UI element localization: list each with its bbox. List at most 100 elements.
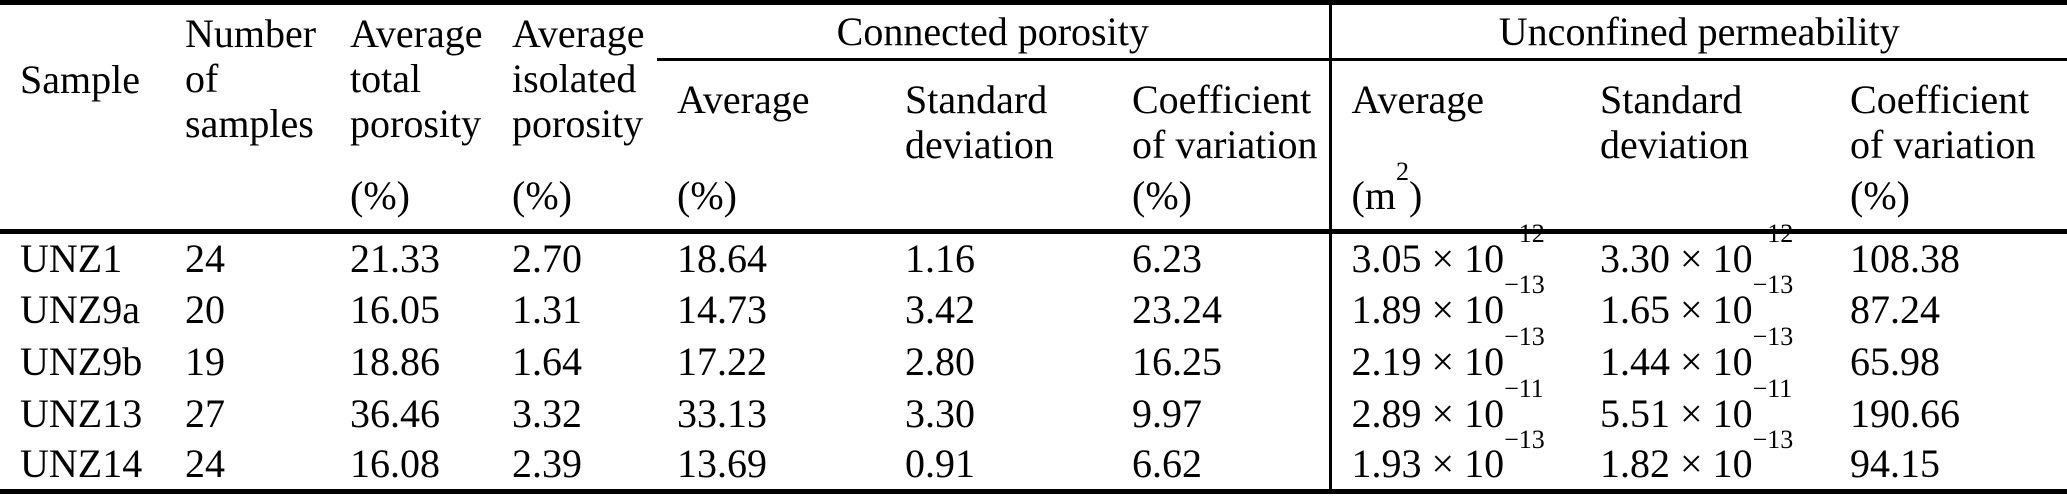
sci-base: 2.19 × 10 <box>1351 338 1505 384</box>
sci-base: 1.44 × 10 <box>1600 338 1753 384</box>
unit-up-coeff-var: (%) <box>1830 167 2067 234</box>
cell-up-average: 1.89 × 10−13 <box>1328 272 1581 335</box>
cell-num-samples: 27 <box>185 390 225 436</box>
table-row: UNZ9a 20 16.05 1.31 14.73 3.42 23.24 1.8… <box>0 272 2067 335</box>
col-header-cp-average: Average <box>677 77 810 122</box>
table-row: UNZ13 27 36.46 3.32 33.13 3.30 9.97 2.89… <box>0 376 2067 439</box>
cell-num-samples: 20 <box>185 286 225 332</box>
cell-cp-average: 18.64 <box>677 235 767 281</box>
cell-sample: UNZ9b <box>20 338 143 384</box>
cell-cp-std-dev: 3.42 <box>905 286 975 332</box>
sci-exponent: −13 <box>1504 424 1545 454</box>
cell-num-samples: 24 <box>185 441 225 487</box>
group-header-connected-porosity: Connected porosity <box>657 2 1331 61</box>
sub-header-row: Average Standard deviation Coefficient o… <box>0 59 2067 167</box>
cell-cp-average: 14.73 <box>677 286 767 332</box>
cell-cp-std-dev: 3.30 <box>905 390 975 436</box>
sci-base: 1.65 × 10 <box>1600 286 1753 332</box>
sci-base: 1.89 × 10 <box>1351 286 1505 332</box>
sci-exponent: −12 <box>1504 219 1545 249</box>
cell-up-average: 3.05 × 10−12 <box>1328 221 1581 283</box>
sci-exponent: −11 <box>1752 374 1793 404</box>
sci-base: 5.51 × 10 <box>1600 390 1753 436</box>
unit-avg-total-porosity: (%) <box>330 167 492 234</box>
cell-avg-total-porosity: 36.46 <box>350 390 440 436</box>
sci-exponent: −13 <box>1752 322 1794 352</box>
sci-base: 1.82 × 10 <box>1600 441 1753 487</box>
table-row: UNZ1 24 21.33 2.70 18.64 1.16 6.23 3.05 … <box>0 221 2067 283</box>
cell-cp-coeff-var: 6.62 <box>1132 441 1202 487</box>
cell-cp-average: 17.22 <box>677 338 767 384</box>
cell-up-std-dev: 1.82 × 10−13 <box>1580 426 1830 491</box>
unit-up-std-dev <box>1580 167 1831 234</box>
unit-up-average-superscript: 2 <box>1395 156 1409 186</box>
unit-cp-average: (%) <box>657 167 885 234</box>
unit-avg-isolated-porosity: (%) <box>492 167 657 234</box>
col-header-sample: Sample <box>20 57 140 102</box>
sci-exponent: −13 <box>1504 270 1545 300</box>
sci-exponent: −13 <box>1752 424 1794 454</box>
cell-up-coeff-var: 108.38 <box>1850 235 1961 281</box>
table-row: UNZ9b 19 18.86 1.64 17.22 2.80 16.25 2.1… <box>0 324 2067 387</box>
col-header-avg-total-porosity: Average total porosity <box>350 11 483 146</box>
cell-avg-isolated-porosity: 1.64 <box>512 338 582 384</box>
cell-cp-std-dev: 2.80 <box>905 338 975 384</box>
col-header-up-average: Average <box>1328 59 1581 167</box>
sci-exponent: −12 <box>1752 219 1794 249</box>
cell-sample: UNZ14 <box>20 441 143 487</box>
table-header: Sample Number of samples Average total p… <box>0 2 2067 234</box>
table-body: UNZ1 24 21.33 2.70 18.64 1.16 6.23 3.05 … <box>0 221 2067 491</box>
cell-num-samples: 24 <box>185 235 225 281</box>
table-row: UNZ14 24 16.08 2.39 13.69 0.91 6.62 1.93… <box>0 426 2067 491</box>
col-header-up-std-dev: Standard deviation <box>1600 77 1749 167</box>
sci-exponent: −13 <box>1504 322 1545 352</box>
cell-cp-std-dev: 1.16 <box>905 235 975 281</box>
unit-cp-coeff-var: (%) <box>1112 167 1331 234</box>
cell-avg-isolated-porosity: 2.70 <box>512 235 582 281</box>
cell-up-std-dev: 3.30 × 10−12 <box>1580 221 1830 283</box>
cell-avg-total-porosity: 16.08 <box>350 441 440 487</box>
unit-num-samples <box>165 167 330 234</box>
cell-avg-isolated-porosity: 2.39 <box>512 441 582 487</box>
cell-up-coeff-var: 190.66 <box>1850 390 1961 436</box>
col-header-num-samples: Number of samples <box>185 11 317 146</box>
cell-up-std-dev: 1.65 × 10−13 <box>1580 272 1830 335</box>
col-header-cp-coeff-var: Coefficient of variation <box>1132 77 1318 167</box>
sci-base: 2.89 × 10 <box>1351 390 1505 436</box>
units-row: (%) (%) (%) (%) (m2) (%) <box>0 158 2067 234</box>
cell-cp-coeff-var: 23.24 <box>1132 286 1222 332</box>
cell-avg-isolated-porosity: 1.31 <box>512 286 582 332</box>
cell-up-average: 2.19 × 10−13 <box>1328 324 1581 387</box>
cell-num-samples: 19 <box>185 338 225 384</box>
cell-sample: UNZ1 <box>20 235 123 281</box>
unit-cp-std-dev <box>885 167 1112 234</box>
sci-base: 3.05 × 10 <box>1351 235 1505 281</box>
unit-up-average: (m2) <box>1328 158 1581 234</box>
sci-base: 1.93 × 10 <box>1351 441 1505 487</box>
group-header-row: Sample Number of samples Average total p… <box>0 2 2067 146</box>
cell-up-coeff-var: 65.98 <box>1850 338 1941 384</box>
cell-up-coeff-var: 94.15 <box>1850 441 1941 487</box>
sci-exponent: −13 <box>1752 270 1794 300</box>
unit-up-average-close: ) <box>1408 173 1423 218</box>
cell-cp-coeff-var: 9.97 <box>1132 390 1202 436</box>
sci-exponent: −11 <box>1504 374 1544 404</box>
cell-cp-average: 13.69 <box>677 441 767 487</box>
cell-cp-average: 33.13 <box>677 390 767 436</box>
cell-up-average: 1.93 × 10−13 <box>1328 426 1581 491</box>
cell-up-std-dev: 5.51 × 10−11 <box>1580 376 1830 439</box>
cell-avg-total-porosity: 18.86 <box>350 338 440 384</box>
col-header-up-coeff-var: Coefficient of variation <box>1850 77 2036 167</box>
cell-cp-std-dev: 0.91 <box>905 441 975 487</box>
sci-base: 3.30 × 10 <box>1600 235 1753 281</box>
cell-cp-coeff-var: 6.23 <box>1132 235 1202 281</box>
cell-up-average: 2.89 × 10−11 <box>1328 376 1581 439</box>
cell-avg-isolated-porosity: 3.32 <box>512 390 582 436</box>
unit-sample <box>0 167 165 234</box>
unit-up-average-open: (m <box>1351 173 1396 218</box>
col-header-cp-std-dev: Standard deviation <box>905 77 1054 167</box>
cell-sample: UNZ9a <box>20 286 140 332</box>
col-header-avg-isolated-porosity: Average isolated porosity <box>512 11 645 146</box>
